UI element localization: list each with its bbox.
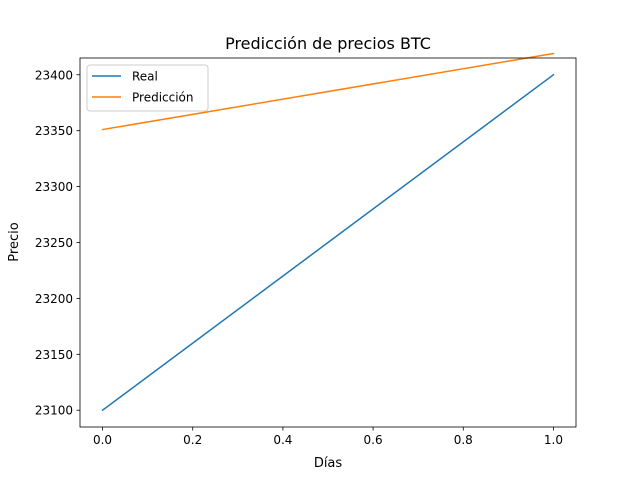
y-tick-label: 23300 (35, 180, 73, 194)
y-tick-label: 23150 (35, 348, 73, 362)
y-tick-label: 23200 (35, 292, 73, 306)
legend-entries: Real Predicción (92, 70, 194, 105)
series-line-prediccion (101, 52, 555, 131)
x-axis-ticks: 0.0 0.2 0.4 0.6 0.8 1.0 (93, 427, 563, 447)
y-tick-label: 23250 (35, 236, 73, 250)
legend: Real Predicción (86, 64, 209, 112)
series-line-real (101, 73, 555, 412)
y-tick-label: 23400 (35, 68, 73, 82)
x-tick-label: 0.0 (93, 433, 112, 447)
x-tick-label: 0.2 (183, 433, 202, 447)
x-tick-label: 1.0 (544, 433, 563, 447)
x-axis-label: Días (314, 456, 343, 471)
x-tick-label: 0.4 (273, 433, 292, 447)
y-axis-label: Precio (7, 222, 22, 261)
chart-title: Predicción de precios BTC (225, 34, 431, 53)
plot-area (79, 52, 577, 428)
legend-label-real: Real (132, 70, 158, 84)
y-tick-label: 23100 (35, 404, 73, 418)
x-tick-label: 0.6 (364, 433, 383, 447)
y-tick-label: 23350 (35, 124, 73, 138)
series-layer (101, 52, 555, 412)
x-tick-label: 0.8 (454, 433, 473, 447)
legend-label-prediccion: Predicción (132, 91, 194, 105)
y-axis-ticks: 23100 23150 23200 23250 23300 23350 23400 (35, 68, 80, 418)
